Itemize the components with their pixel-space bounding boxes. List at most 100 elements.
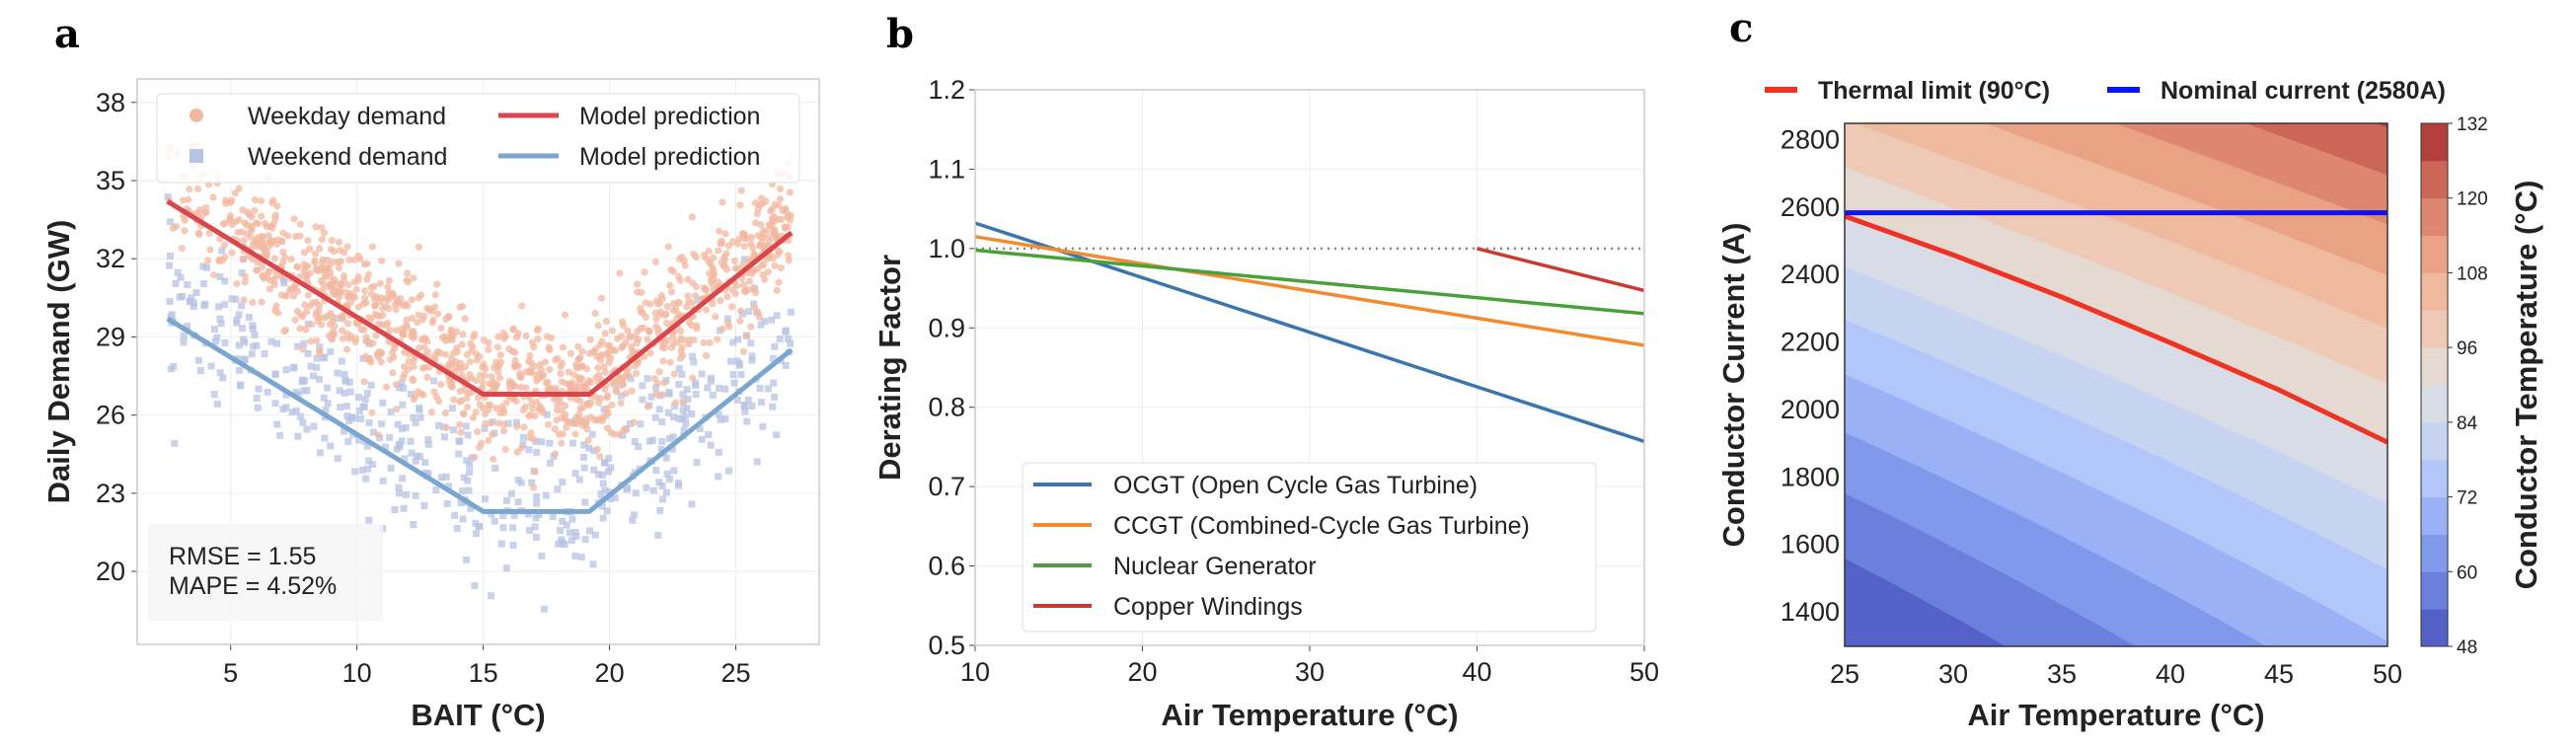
- y-tick-label: 2800: [1780, 124, 1840, 154]
- weekend-point: [463, 556, 471, 563]
- weekend-point: [776, 336, 784, 343]
- weekend-point: [717, 415, 724, 423]
- weekday-point: [517, 383, 525, 391]
- weekend-point: [481, 424, 489, 432]
- weekend-point: [665, 390, 673, 398]
- weekday-point: [304, 237, 312, 245]
- weekend-point: [416, 406, 423, 413]
- x-tick-label: 30: [1938, 659, 1968, 689]
- series-line: [1477, 247, 1645, 293]
- weekend-point: [315, 375, 323, 383]
- weekend-point: [605, 468, 613, 476]
- weekend-point: [607, 494, 615, 502]
- weekend-point: [580, 441, 588, 449]
- weekend-point: [729, 371, 737, 379]
- weekend-point: [254, 404, 262, 411]
- legend-label: Nominal current (2580A): [2160, 77, 2446, 105]
- weekend-point: [707, 441, 715, 449]
- weekend-point: [279, 406, 287, 413]
- weekday-point: [663, 302, 671, 311]
- weekend-point: [568, 537, 575, 545]
- weekday-point: [330, 258, 338, 266]
- weekend-point: [346, 388, 354, 396]
- weekday-point: [702, 285, 710, 293]
- weekday-point: [671, 399, 680, 407]
- weekend-point: [668, 445, 676, 453]
- weekday-point: [785, 257, 793, 264]
- weekday-point: [447, 328, 455, 336]
- weekday-point: [178, 245, 186, 253]
- weekend-point: [688, 410, 696, 417]
- weekday-point: [528, 338, 537, 346]
- weekday-point: [371, 310, 379, 319]
- weekday-point: [463, 404, 472, 411]
- weekend-point: [544, 410, 552, 418]
- weekend-point: [440, 433, 448, 441]
- weekend-point: [351, 468, 359, 476]
- weekday-point: [257, 197, 265, 205]
- weekday-point: [604, 409, 612, 417]
- colorbar-band: [2421, 310, 2448, 348]
- weekday-point: [632, 369, 641, 378]
- weekend-point: [466, 461, 474, 469]
- weekday-point: [414, 319, 421, 327]
- weekday-point: [601, 368, 609, 376]
- weekday-point: [591, 309, 599, 318]
- weekend-point: [216, 369, 224, 377]
- weekend-point: [334, 455, 341, 463]
- weekday-point: [284, 232, 292, 240]
- weekend-point: [589, 560, 597, 568]
- weekday-point: [243, 230, 252, 238]
- weekday-point: [637, 304, 644, 312]
- weekday-point: [574, 355, 582, 363]
- weekday-point: [739, 230, 747, 238]
- weekend-point: [412, 418, 419, 426]
- weekend-point: [571, 552, 579, 560]
- weekday-point: [757, 239, 766, 247]
- weekday-point: [526, 351, 534, 360]
- weekday-point: [607, 428, 615, 437]
- panel-label-a: a: [54, 11, 80, 57]
- weekday-point: [537, 365, 546, 373]
- weekend-point: [733, 357, 741, 365]
- axes-frame: [136, 78, 820, 645]
- weekday-point: [481, 410, 490, 418]
- weekend-point: [598, 471, 606, 479]
- weekday-point: [374, 431, 382, 439]
- weekend-point: [651, 413, 659, 421]
- weekday-point: [307, 337, 315, 345]
- weekend-point: [457, 499, 465, 507]
- weekday-point: [354, 303, 363, 311]
- weekend-point: [559, 479, 567, 486]
- weekday-point: [487, 419, 494, 427]
- weekday-point: [664, 243, 672, 251]
- weekend-point: [566, 529, 573, 537]
- weekday-point: [688, 213, 696, 221]
- weekday-point: [596, 452, 604, 461]
- weekday-point: [377, 349, 385, 358]
- y-tick-label: 38: [96, 88, 125, 117]
- legend-box: [156, 93, 800, 184]
- weekend-point: [598, 502, 606, 510]
- weekday-point: [533, 398, 541, 406]
- colorbar-band: [2421, 571, 2448, 610]
- weekend-point: [166, 261, 174, 269]
- weekday-point: [690, 336, 698, 344]
- weekday-point: [336, 246, 344, 255]
- weekend-point: [345, 417, 353, 425]
- weekday-point: [194, 229, 203, 237]
- weekday-point: [493, 343, 501, 351]
- weekend-point: [213, 334, 221, 341]
- weekday-point: [492, 405, 500, 412]
- weekend-point: [401, 455, 409, 463]
- legend-label: Weekday demand: [248, 103, 446, 130]
- weekday-point: [759, 270, 767, 278]
- weekday-point: [747, 323, 755, 331]
- weekend-point: [459, 515, 467, 523]
- weekday-point: [659, 357, 667, 365]
- weekday-point: [770, 229, 778, 237]
- weekday-point: [210, 271, 218, 279]
- colorbar-band: [2421, 272, 2448, 311]
- weekend-point: [324, 384, 332, 392]
- weekday-point: [702, 351, 711, 360]
